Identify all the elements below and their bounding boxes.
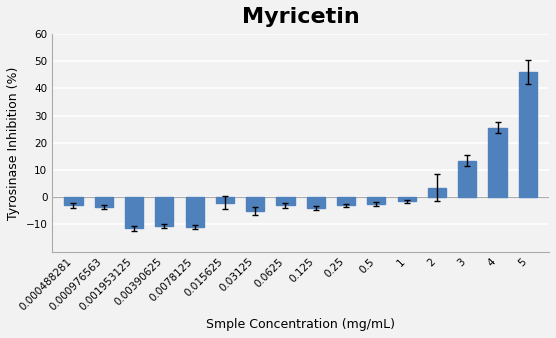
Bar xyxy=(428,188,446,197)
Bar xyxy=(64,197,82,206)
Bar xyxy=(95,197,113,207)
Bar xyxy=(216,197,234,203)
X-axis label: Smple Concentration (mg/mL): Smple Concentration (mg/mL) xyxy=(206,318,395,331)
Bar xyxy=(125,197,143,228)
Bar xyxy=(155,197,173,226)
Bar xyxy=(489,128,507,197)
Bar xyxy=(307,197,325,208)
Bar xyxy=(519,72,537,197)
Title: Myricetin: Myricetin xyxy=(242,7,360,27)
Bar xyxy=(276,197,295,206)
Bar xyxy=(368,197,385,204)
Y-axis label: Tyrosinase Inhibition (%): Tyrosinase Inhibition (%) xyxy=(7,66,20,219)
Bar xyxy=(458,161,476,197)
Bar xyxy=(398,197,416,201)
Bar xyxy=(337,197,355,206)
Bar xyxy=(186,197,203,227)
Bar xyxy=(246,197,264,211)
